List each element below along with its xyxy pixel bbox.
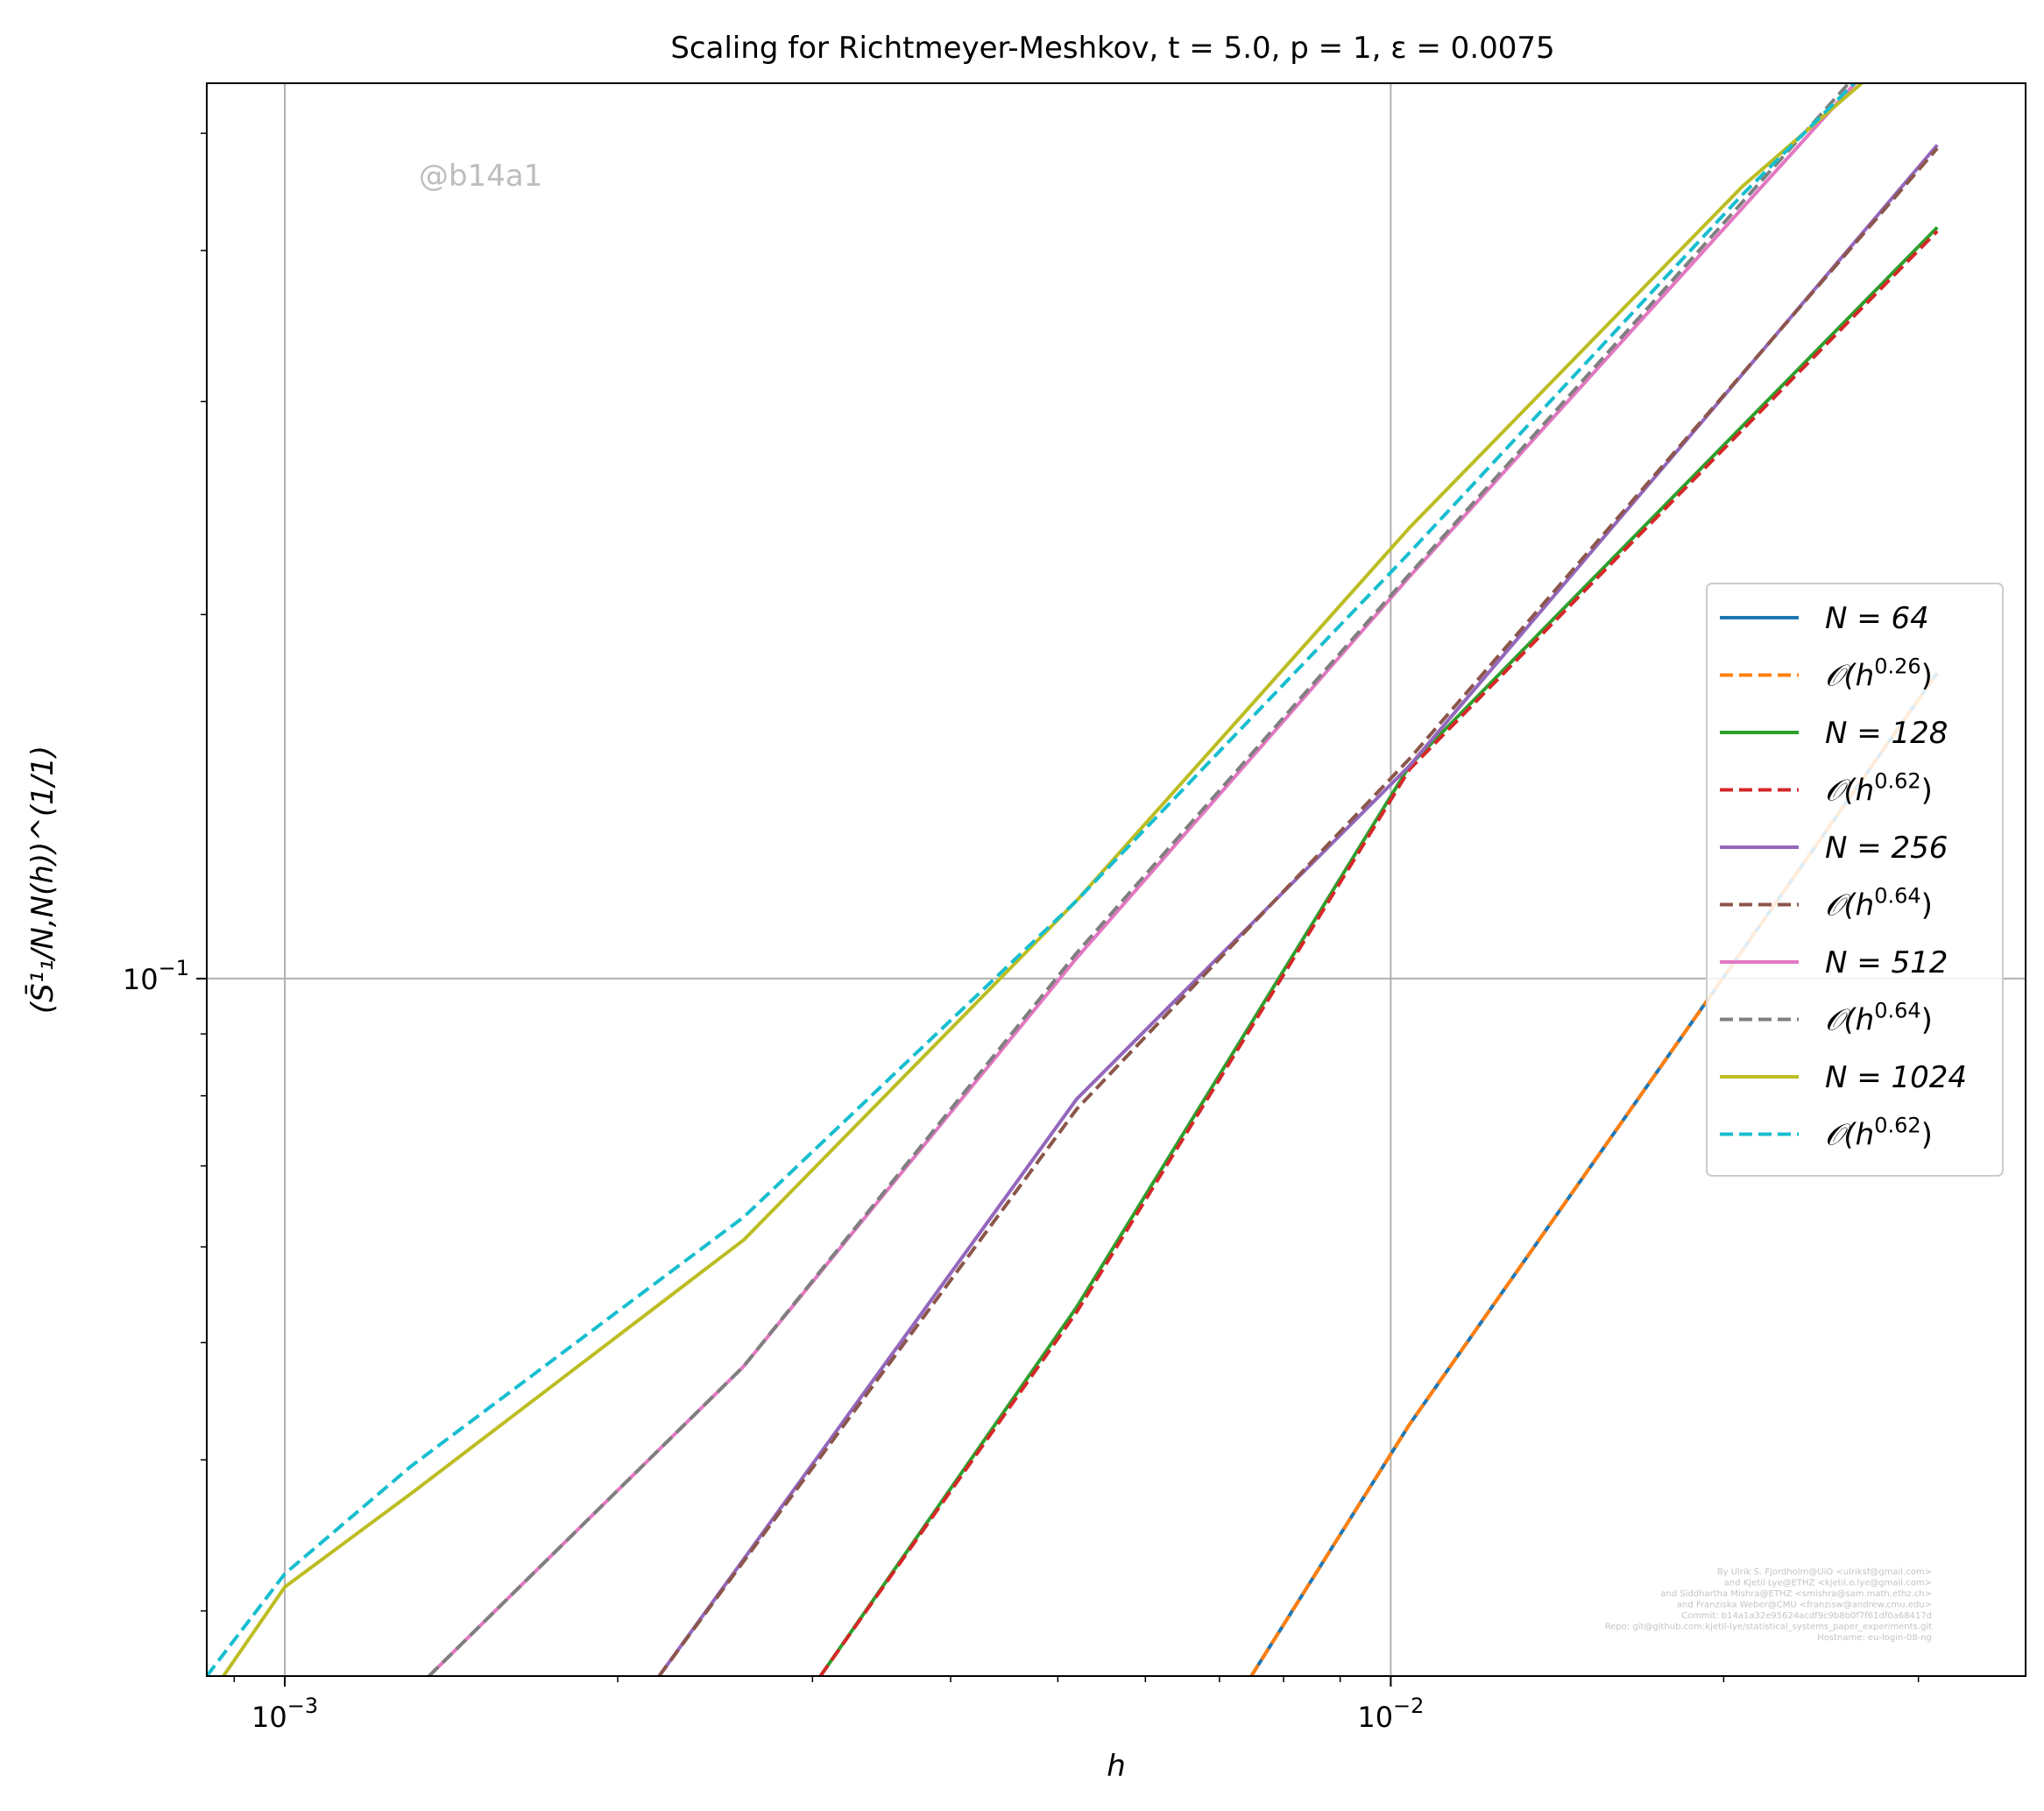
y-axis-label: (S̄¹₁/N,N(h))^(1/1): [25, 746, 60, 1014]
y-tick-label-base: 10: [123, 963, 159, 996]
credits-line: and Franziska Weber@CMU <franzisw@andrew…: [1677, 1601, 1932, 1610]
legend-label-main: 𝒪(h: [1825, 1118, 1874, 1153]
watermark: @b14a1: [419, 159, 542, 194]
legend-label-8: N = 1024: [1825, 1060, 1967, 1095]
legend-label-main: N = 64: [1825, 601, 1929, 636]
series-line-8: [222, 83, 1864, 1676]
legend-label-main: N = 1024: [1825, 1060, 1967, 1095]
legend-label-0: N = 64: [1825, 601, 1929, 636]
legend-label-6: N = 512: [1825, 945, 1948, 980]
series-line-9: [207, 83, 1857, 1676]
legend-label-close: ): [1921, 774, 1933, 809]
legend-label-close: ): [1921, 1118, 1933, 1153]
legend-label-main: 𝒪(h: [1825, 1003, 1874, 1038]
legend-label-main: N = 128: [1825, 716, 1948, 751]
x-tick-label: 10−2: [1357, 1694, 1424, 1734]
legend-label-9: 𝒪(h0.62): [1825, 1114, 1933, 1153]
series-line-3: [818, 230, 1939, 1676]
x-tick-label-base: 10: [251, 1701, 287, 1734]
series-group: [207, 83, 1939, 1676]
x-axis-label: h: [1107, 1749, 1126, 1784]
legend-label-5: 𝒪(h0.64): [1825, 884, 1933, 923]
legend-label-3: 𝒪(h0.62): [1825, 769, 1933, 809]
legend-label-close: ): [1921, 1003, 1933, 1038]
y-tick-label: 10−1: [123, 956, 189, 996]
y-axis-label-text: (S̄¹₁/N,N(h))^(1/1): [25, 746, 60, 1014]
credits-line: Hostname: eu-login-08-ng: [1817, 1633, 1932, 1643]
legend-label-exp: 0.64: [1874, 884, 1920, 909]
y-tick-label-exp: −1: [159, 956, 189, 980]
credits-line: Commit: b14a1a32e95624acdf9c9b8b0f7f61df…: [1681, 1611, 1932, 1621]
series-line-7: [428, 83, 1851, 1676]
ticks: 10−3 10−210−1: [123, 132, 1920, 1734]
legend-label-exp: 0.62: [1874, 1114, 1920, 1138]
legend-label-exp: 0.62: [1874, 769, 1920, 794]
chart-title: Scaling for Richtmeyer-Meshkov, t = 5.0,…: [670, 31, 1554, 66]
credits-line: and Kjetil Lye@ETHZ <kjetil.o.lye@gmail.…: [1724, 1579, 1932, 1588]
legend-label-main: N = 512: [1825, 945, 1948, 980]
chart-title-text: Scaling for Richtmeyer-Meshkov, t = 5.0,…: [670, 31, 1554, 66]
legend-label-2: N = 128: [1825, 716, 1948, 751]
x-tick-label-exp: −2: [1393, 1694, 1424, 1718]
legend-label-main: N = 256: [1825, 831, 1948, 866]
legend-label-1: 𝒪(h0.26): [1825, 654, 1933, 694]
x-tick-label-exp: −3: [287, 1694, 318, 1718]
legend-label-exp: 0.64: [1874, 999, 1920, 1023]
x-tick-label-base: 10: [1357, 1701, 1393, 1734]
legend-label-7: 𝒪(h0.64): [1825, 999, 1933, 1038]
credits-line: and Siddhartha Mishra@ETHZ <smishra@sam.…: [1660, 1589, 1932, 1599]
axes-frame: [206, 82, 2026, 1677]
legend-label-exp: 0.26: [1874, 654, 1920, 679]
legend-label-main: 𝒪(h: [1825, 659, 1874, 694]
x-tick-label: 10−3: [251, 1694, 318, 1734]
legend-label-4: N = 256: [1825, 831, 1948, 866]
credits-line: By Ulrik S. Fjordholm@UiO <ulriksf@gmail…: [1717, 1567, 1932, 1577]
legend-label-close: ): [1921, 888, 1933, 923]
legend-label-main: 𝒪(h: [1825, 774, 1874, 809]
credits-line: Repo: git@github.com:kjetil-lye/statisti…: [1605, 1623, 1932, 1632]
legend-label-close: ): [1921, 659, 1933, 694]
credits: By Ulrik S. Fjordholm@UiO <ulriksf@gmail…: [1605, 1567, 1932, 1643]
series-line-5: [657, 146, 1939, 1676]
legend-label-main: 𝒪(h: [1825, 888, 1874, 923]
